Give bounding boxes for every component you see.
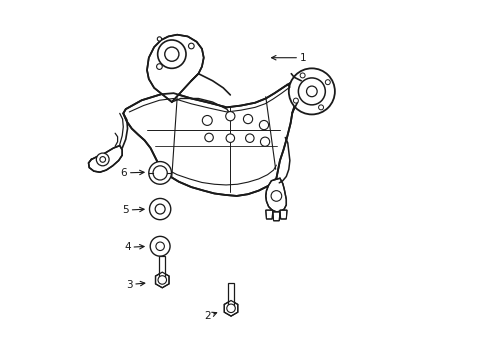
Circle shape (148, 162, 171, 184)
Circle shape (202, 116, 212, 125)
Circle shape (318, 105, 323, 110)
Text: 6: 6 (121, 168, 144, 178)
Polygon shape (265, 210, 272, 219)
Circle shape (96, 153, 109, 166)
Circle shape (293, 98, 298, 103)
Bar (227, 283, 234, 308)
Polygon shape (155, 272, 169, 288)
Circle shape (153, 166, 167, 180)
Polygon shape (224, 301, 237, 316)
Circle shape (225, 134, 234, 143)
Text: 4: 4 (124, 242, 144, 252)
Polygon shape (265, 178, 286, 212)
Text: 1: 1 (271, 53, 305, 63)
Circle shape (288, 68, 334, 114)
Polygon shape (279, 210, 286, 219)
Circle shape (149, 198, 170, 220)
Circle shape (164, 47, 179, 61)
Circle shape (306, 86, 317, 97)
Text: 5: 5 (122, 205, 144, 215)
Bar (159, 256, 165, 280)
Circle shape (226, 304, 235, 312)
Circle shape (156, 242, 164, 251)
Circle shape (100, 157, 105, 162)
Text: 3: 3 (126, 280, 144, 289)
Polygon shape (123, 81, 301, 196)
Circle shape (157, 40, 185, 68)
Circle shape (204, 133, 213, 142)
Circle shape (150, 237, 170, 256)
Circle shape (259, 121, 268, 130)
Circle shape (270, 191, 281, 201)
Circle shape (225, 112, 234, 121)
Polygon shape (88, 145, 122, 172)
Circle shape (260, 137, 269, 146)
Circle shape (156, 64, 162, 69)
Polygon shape (147, 35, 203, 102)
Circle shape (188, 43, 194, 49)
Circle shape (158, 276, 166, 284)
Circle shape (298, 78, 325, 105)
Circle shape (155, 204, 165, 214)
Circle shape (245, 134, 254, 143)
Polygon shape (272, 212, 279, 221)
Circle shape (325, 80, 329, 85)
Circle shape (157, 37, 161, 41)
Text: 2: 2 (203, 311, 216, 321)
Circle shape (243, 114, 252, 123)
Circle shape (300, 73, 305, 78)
